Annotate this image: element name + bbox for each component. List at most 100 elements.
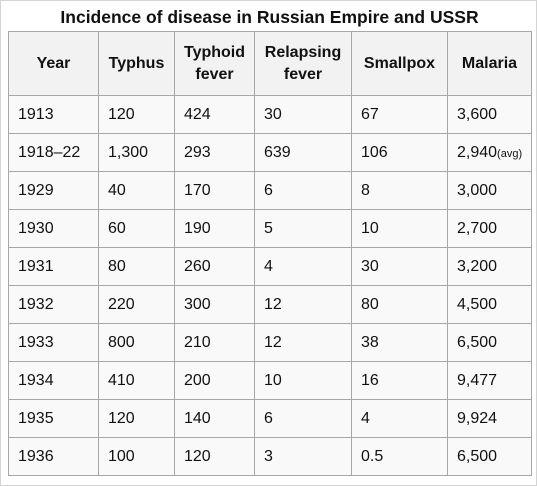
cell-value: 300	[184, 295, 211, 313]
cell-typhus: 80	[98, 247, 175, 286]
cell-value: 6,500	[457, 333, 498, 351]
cell-value: 1918–22	[18, 143, 81, 161]
table-row: 1933 800 210 12 38 6,500	[8, 323, 532, 362]
column-header-year: Year	[8, 31, 99, 96]
cell-typhus: 1,300	[98, 133, 175, 172]
cell-value: 120	[108, 105, 135, 123]
cell-typhus: 120	[98, 95, 175, 134]
cell-typhus: 800	[98, 323, 175, 362]
cell-value: 410	[108, 371, 135, 389]
cell-value: 80	[361, 295, 379, 313]
cell-value: 1,300	[108, 143, 149, 161]
cell-typhoid: 300	[174, 285, 255, 324]
cell-year: 1932	[8, 285, 99, 324]
cell-value: 639	[264, 143, 291, 161]
cell-malaria: 6,500	[447, 437, 532, 476]
column-header-line: fever	[195, 65, 234, 83]
cell-malaria: 3,600	[447, 95, 532, 134]
cell-value: 12	[264, 333, 282, 351]
cell-relapsing: 10	[254, 361, 352, 400]
cell-smallpox: 67	[351, 95, 448, 134]
cell-typhus: 100	[98, 437, 175, 476]
cell-smallpox: 4	[351, 399, 448, 438]
cell-malaria: 3,000	[447, 171, 532, 210]
cell-value: 6,500	[457, 447, 498, 465]
cell-value: 140	[184, 409, 211, 427]
table-row: 1932 220 300 12 80 4,500	[8, 285, 532, 324]
cell-smallpox: 10	[351, 209, 448, 248]
table-header: Year Typhus Typhoid fever Relapsing fever Smal…	[8, 31, 532, 96]
column-header-smallpox: Smallpox	[351, 31, 448, 96]
cell-value: 106	[361, 143, 388, 161]
cell-smallpox: 8	[351, 171, 448, 210]
cell-relapsing: 30	[254, 95, 352, 134]
cell-relapsing: 12	[254, 285, 352, 324]
cell-value: 6	[264, 409, 273, 427]
cell-smallpox: 106	[351, 133, 448, 172]
column-header-line: Typhoid	[183, 43, 246, 61]
cell-value: 38	[361, 333, 379, 351]
cell-value: 80	[108, 257, 126, 275]
cell-year: 1930	[8, 209, 99, 248]
cell-typhoid: 170	[174, 171, 255, 210]
cell-typhus: 410	[98, 361, 175, 400]
cell-value: 40	[108, 181, 126, 199]
cell-value: 190	[184, 219, 211, 237]
column-header-line: Malaria	[461, 54, 518, 72]
cell-value: 60	[108, 219, 126, 237]
disease-incidence-table: Year Typhus Typhoid fever Relapsing fever Smal…	[8, 31, 532, 476]
cell-value: 200	[184, 371, 211, 389]
cell-value: 1930	[18, 219, 54, 237]
cell-typhoid: 200	[174, 361, 255, 400]
malaria-note: (avg)	[497, 147, 523, 160]
cell-typhus: 40	[98, 171, 175, 210]
cell-typhus: 120	[98, 399, 175, 438]
cell-value: 3	[264, 447, 273, 465]
cell-value: 1931	[18, 257, 54, 275]
cell-malaria: 3,200	[447, 247, 532, 286]
cell-value: 4	[361, 409, 370, 427]
cell-relapsing: 639	[254, 133, 352, 172]
cell-typhoid: 140	[174, 399, 255, 438]
cell-typhoid: 120	[174, 437, 255, 476]
cell-year: 1913	[8, 95, 99, 134]
cell-year: 1933	[8, 323, 99, 362]
cell-value: 1933	[18, 333, 54, 351]
column-header-typhus: Typhus	[98, 31, 175, 96]
cell-year: 1935	[8, 399, 99, 438]
cell-value: 220	[108, 295, 135, 313]
column-header-malaria: Malaria	[447, 31, 532, 96]
cell-relapsing: 6	[254, 399, 352, 438]
cell-malaria: 9,477	[447, 361, 532, 400]
cell-value: 800	[108, 333, 135, 351]
column-header-line: Smallpox	[363, 54, 436, 72]
cell-typhoid: 293	[174, 133, 255, 172]
cell-value: 293	[184, 143, 211, 161]
cell-value: 8	[361, 181, 370, 199]
cell-value: 1932	[18, 295, 54, 313]
cell-value: 9,924	[457, 409, 498, 427]
cell-value: 4,500	[457, 295, 498, 313]
table-row: 1935 120 140 6 4 9,924	[8, 399, 532, 438]
cell-value: 67	[361, 105, 379, 123]
cell-value: 0.5	[361, 447, 384, 465]
table-body: 1913 120 424 30 67 3,600 1918–22 1,300 293 639 106…	[8, 95, 532, 476]
cell-typhus: 60	[98, 209, 175, 248]
cell-value: 120	[108, 409, 135, 427]
cell-value: 30	[264, 105, 282, 123]
cell-value: 210	[184, 333, 211, 351]
cell-relapsing: 4	[254, 247, 352, 286]
header-row: Year Typhus Typhoid fever Relapsing fever Smal…	[8, 31, 532, 96]
cell-malaria: 2,700	[447, 209, 532, 248]
cell-value: 10	[361, 219, 379, 237]
cell-value: 424	[184, 105, 211, 123]
cell-year: 1934	[8, 361, 99, 400]
cell-relapsing: 5	[254, 209, 352, 248]
cell-malaria: 6,500	[447, 323, 532, 362]
cell-typhoid: 190	[174, 209, 255, 248]
cell-value: 5	[264, 219, 273, 237]
cell-value: 6	[264, 181, 273, 199]
cell-year: 1931	[8, 247, 99, 286]
cell-malaria: 9,924	[447, 399, 532, 438]
